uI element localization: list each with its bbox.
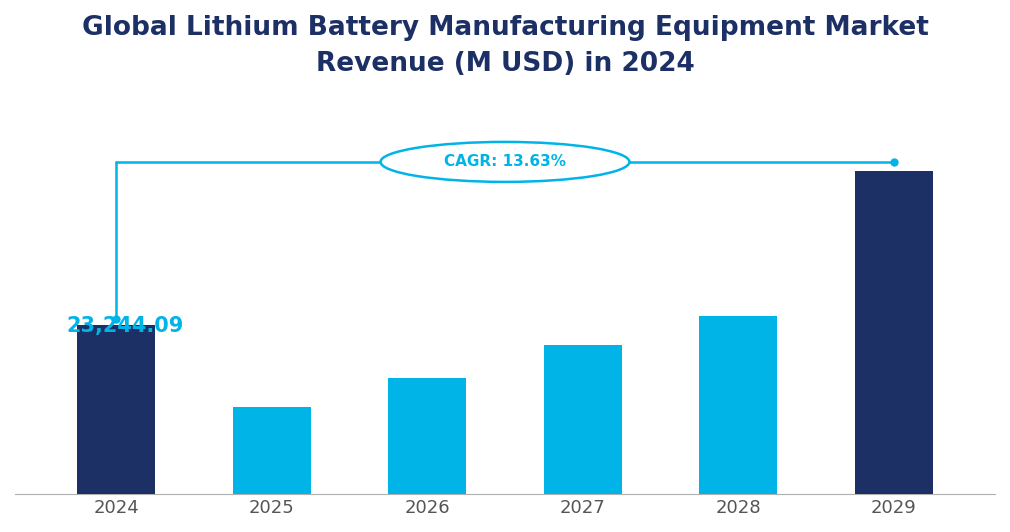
Bar (388, 378, 466, 494)
Text: 23,244.09: 23,244.09 (67, 316, 184, 336)
Bar (855, 171, 933, 494)
Bar (544, 345, 622, 494)
Ellipse shape (381, 142, 629, 182)
Bar (232, 407, 310, 494)
Bar (77, 325, 155, 494)
Text: CAGR: 13.63%: CAGR: 13.63% (444, 154, 566, 169)
Bar (700, 316, 778, 494)
Title: Global Lithium Battery Manufacturing Equipment Market
Revenue (M USD) in 2024: Global Lithium Battery Manufacturing Equ… (82, 15, 928, 77)
